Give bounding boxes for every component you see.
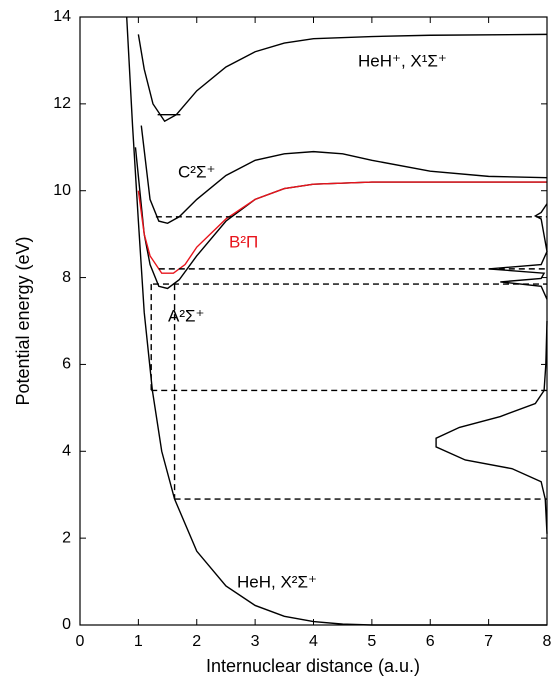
annotation: HeH⁺, X¹Σ⁺ [358, 51, 447, 70]
annotation: C²Σ⁺ [178, 162, 215, 181]
x-tick-label: 8 [543, 633, 552, 650]
x-tick-label: 3 [251, 633, 260, 650]
x-tick-label: 1 [134, 633, 143, 650]
curve [137, 33, 548, 123]
curve [137, 181, 547, 274]
annotation: A²Σ⁺ [168, 306, 204, 325]
plot-frame [79, 16, 548, 626]
y-axis-title: Potential energy (eV) [13, 236, 33, 405]
y-tick-label: 10 [53, 182, 71, 199]
curve [435, 320, 548, 534]
x-tick-label: 6 [426, 633, 435, 650]
y-tick-label: 14 [53, 8, 71, 25]
x-tick-label: 5 [367, 633, 376, 650]
curve [488, 203, 548, 300]
y-tick-label: 2 [62, 529, 71, 546]
y-tick-label: 4 [62, 443, 71, 460]
y-tick-label: 12 [53, 95, 71, 112]
x-tick-label: 0 [76, 633, 85, 650]
x-tick-label: 7 [484, 633, 493, 650]
x-tick-label: 4 [309, 633, 318, 650]
annotation: HeH, X²Σ⁺ [237, 572, 317, 591]
x-tick-label: 2 [192, 633, 201, 650]
y-tick-label: 8 [62, 269, 71, 286]
curve [140, 125, 548, 225]
x-axis-title: Internuclear distance (a.u.) [206, 656, 420, 676]
annotation: B²Π [229, 232, 258, 251]
y-tick-label: 6 [62, 356, 71, 373]
y-tick-label: 0 [62, 616, 71, 633]
